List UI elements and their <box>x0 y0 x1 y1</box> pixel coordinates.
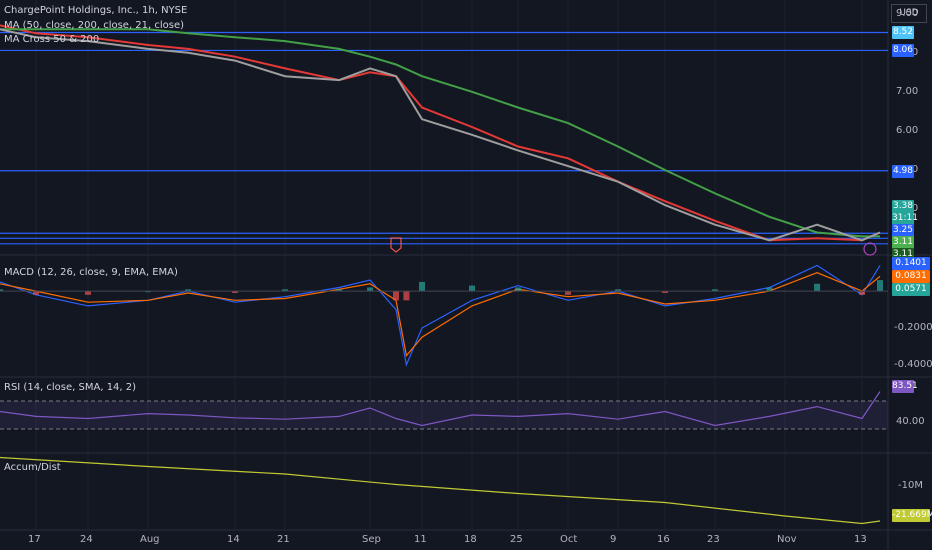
x-axis-label-0: 17 <box>28 534 41 545</box>
macd-histogram-bar-11 <box>419 281 425 292</box>
rsi-band <box>0 401 888 429</box>
ma-cross-legend: MA Cross 50 & 200 <box>4 34 100 45</box>
macd-tag-0: 0.1401 <box>892 257 930 270</box>
x-axis-label-10: 9 <box>610 534 617 545</box>
ma-legend: MA (50, close, 200, close, 21, close) <box>4 20 185 31</box>
macd-histogram-bar-6 <box>282 289 288 292</box>
macd-histogram-bar-15 <box>615 289 621 292</box>
price-tag-2: 4.98 <box>892 164 914 178</box>
macd-histogram-bar-20 <box>859 291 865 295</box>
price-tag-0: 8.52 <box>892 26 914 40</box>
x-axis-label-11: 16 <box>657 534 670 545</box>
price-tag-6: 3.11 <box>892 236 914 249</box>
x-axis-label-8: 25 <box>510 534 523 545</box>
macd-histogram-bar-16 <box>662 291 668 293</box>
macd-histogram-bar-12 <box>469 285 475 292</box>
macd-histogram-bar-18 <box>766 287 773 292</box>
macd-title: MACD (12, 26, close, 9, EMA, EMA) <box>4 267 178 278</box>
price-tag-4: 31:11 <box>892 212 918 225</box>
price-tick-2: 7.00 <box>896 85 919 97</box>
macd-histogram-bar-7 <box>336 289 343 292</box>
macd-histogram-bar-4 <box>185 289 192 292</box>
x-axis-label-2: Aug <box>140 534 160 545</box>
price-tick-0: 9.00 <box>896 7 919 19</box>
macd-histogram-bar-21 <box>877 280 883 292</box>
event-marker-icon <box>863 242 877 256</box>
x-axis-label-6: 11 <box>414 534 427 545</box>
macd-tick-1: -0.2000 <box>894 321 932 333</box>
series-line-1-1 <box>0 272 881 357</box>
rsi-title: RSI (14, close, SMA, 14, 2) <box>4 382 137 393</box>
macd-histogram-bar-0 <box>0 289 3 292</box>
macd-histogram-bar-2 <box>85 291 91 295</box>
x-axis-label-14: 13 <box>854 534 867 545</box>
x-axis-label-12: 23 <box>707 534 720 545</box>
rsi-tag: 83.51 <box>892 380 918 393</box>
x-axis-label-3: 14 <box>227 534 240 545</box>
price-tick-3: 6.00 <box>896 124 919 136</box>
macd-tag-2: 0.0571 <box>892 283 930 296</box>
x-axis-label-9: Oct <box>560 534 578 545</box>
series-line-2-0 <box>0 391 881 427</box>
macd-tick-2: -0.4000 <box>894 358 932 370</box>
macd-histogram-bar-1 <box>33 291 39 295</box>
macd-histogram-bar-19 <box>814 283 821 292</box>
macd-tag-1: 0.0831 <box>892 270 930 283</box>
macd-histogram-bar-8 <box>367 287 373 292</box>
ad-tag: -21.669M <box>892 509 932 522</box>
x-axis-label-13: Nov <box>777 534 797 545</box>
x-axis-label-5: Sep <box>362 534 381 545</box>
currency-button[interactable]: USD <box>891 4 927 23</box>
earnings-marker-icon <box>390 237 402 253</box>
macd-histogram-bar-9 <box>393 291 399 301</box>
series-line-0-1 <box>0 28 880 238</box>
x-axis-label-7: 18 <box>464 534 477 545</box>
accum-dist-title: Accum/Dist <box>4 462 61 473</box>
price-tag-1: 8.06 <box>892 44 914 58</box>
series-line-3-0 <box>0 456 881 525</box>
price-tag-3: 3.38 <box>892 200 914 213</box>
symbol-title: ChargePoint Holdings, Inc., 1h, NYSE <box>4 5 188 16</box>
macd-histogram-bar-14 <box>565 291 571 295</box>
rsi-tick-0: 40.00 <box>896 416 925 427</box>
series-line-0-0 <box>0 24 881 242</box>
ad-tick-0: -10M <box>898 480 923 491</box>
x-axis-label-1: 24 <box>80 534 93 545</box>
x-axis-label-4: 21 <box>277 534 290 545</box>
macd-histogram-bar-13 <box>515 287 521 292</box>
series-line-0-2 <box>0 28 881 242</box>
macd-histogram-bar-17 <box>712 289 718 292</box>
macd-histogram-bar-10 <box>403 291 410 301</box>
price-tag-5: 3.25 <box>892 224 914 237</box>
macd-histogram-bar-5 <box>232 291 238 293</box>
series-line-1-0 <box>0 264 881 367</box>
